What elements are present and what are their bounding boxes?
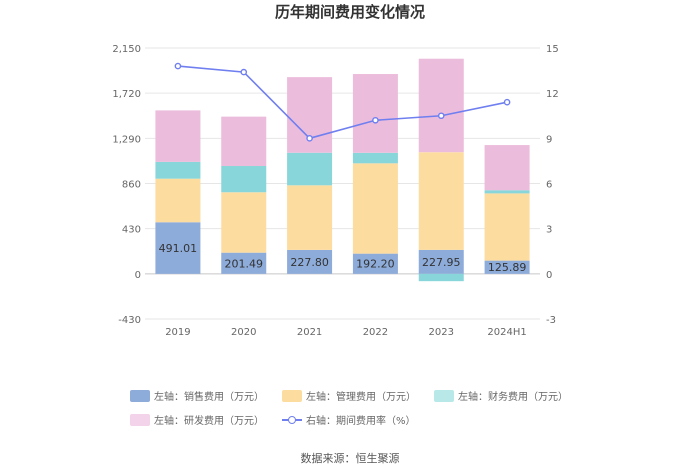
bar-admin[interactable] xyxy=(221,192,267,253)
grid xyxy=(145,47,540,320)
expense-rate-point[interactable] xyxy=(372,116,379,124)
left-tick-label: 860 xyxy=(122,180,141,191)
legend-item-rnd[interactable]: 左轴：研发费用（万元） xyxy=(130,412,264,427)
right-tick-label: -3 xyxy=(546,315,556,326)
right-axis: 15 12 9 6 3 0 -3 xyxy=(546,44,559,326)
left-tick-label: 1,290 xyxy=(112,134,141,145)
chart-title: 历年期间费用变化情况 xyxy=(275,3,425,21)
legend-swatch-admin xyxy=(282,389,302,402)
bar-admin[interactable] xyxy=(418,152,464,250)
legend-label-finance: 左轴：财务费用（万元） xyxy=(458,392,568,403)
legend-label-expense-rate: 右轴：期间费用率（%） xyxy=(306,416,416,427)
bar-sales[interactable] xyxy=(155,222,201,274)
bar-rnd[interactable] xyxy=(221,116,267,167)
expense-rate-point[interactable] xyxy=(306,135,313,142)
x-tick-label: 2022 xyxy=(363,327,388,338)
left-tick-label: 1,720 xyxy=(112,89,141,100)
legend-label-sales: 左轴：销售费用（万元） xyxy=(154,392,264,403)
bar-finance[interactable] xyxy=(484,190,530,194)
sales-value-label: 125.89 xyxy=(488,261,527,274)
bar-sales[interactable] xyxy=(221,252,267,274)
bar-finance[interactable] xyxy=(287,152,333,186)
expense-rate-point[interactable] xyxy=(437,112,445,120)
right-tick-label: 15 xyxy=(546,44,559,55)
bar-admin[interactable] xyxy=(484,193,530,261)
legend-swatch-rnd xyxy=(130,413,150,426)
right-tick-label: 3 xyxy=(546,225,552,236)
legend-swatch-finance xyxy=(434,389,454,402)
sales-value-label: 192.20 xyxy=(356,258,395,271)
bar-rnd[interactable] xyxy=(484,145,530,191)
x-tick-label: 2020 xyxy=(231,327,256,338)
expense-rate-line xyxy=(177,65,508,140)
right-tick-label: 6 xyxy=(546,180,552,191)
bar-sales[interactable] xyxy=(287,249,333,274)
left-tick-label: 430 xyxy=(122,225,141,236)
bar-finance[interactable] xyxy=(155,161,201,179)
expense-rate-point[interactable] xyxy=(240,68,248,76)
x-tick-label: 2021 xyxy=(297,327,322,338)
right-tick-label: 12 xyxy=(546,89,559,100)
legend-label-rnd: 左轴：研发费用（万元） xyxy=(154,416,264,427)
x-axis: 2019 2020 2021 2022 2023 2024H1 xyxy=(165,327,527,338)
x-tick-label: 2023 xyxy=(429,327,454,338)
bar-rnd[interactable] xyxy=(155,110,201,162)
bar-sales[interactable] xyxy=(484,260,530,274)
bar-finance[interactable] xyxy=(352,152,398,164)
legend-label-admin: 左轴：管理费用（万元） xyxy=(306,392,416,403)
sales-value-label: 227.80 xyxy=(290,256,329,269)
legend-swatch-sales xyxy=(130,389,150,402)
bar-rnd[interactable] xyxy=(418,58,464,153)
bar-sales[interactable] xyxy=(418,249,464,274)
bar-finance[interactable] xyxy=(221,166,267,193)
line-series xyxy=(174,62,511,142)
legend-item-expense-rate[interactable]: 右轴：期间费用率（%） xyxy=(282,412,416,427)
data-source: 数据来源：恒生聚源 xyxy=(300,452,400,465)
bar-admin[interactable] xyxy=(352,163,398,254)
left-axis: 2,150 1,720 1,290 860 430 0 -430 xyxy=(112,44,141,326)
sales-value-label: 491.01 xyxy=(159,242,198,255)
sales-value-label: 201.49 xyxy=(225,257,264,270)
left-tick-label: 0 xyxy=(135,270,141,281)
bar-sales[interactable] xyxy=(352,253,398,274)
bars xyxy=(155,58,530,282)
legend-item-sales[interactable]: 左轴：销售费用（万元） xyxy=(130,388,264,403)
legend-item-finance[interactable]: 左轴：财务费用（万元） xyxy=(434,388,568,403)
x-tick-label: 2024H1 xyxy=(487,327,526,338)
bar-finance[interactable] xyxy=(418,273,464,282)
bar-admin[interactable] xyxy=(287,185,333,250)
bar-rnd[interactable] xyxy=(352,74,398,153)
sales-value-label: 227.95 xyxy=(422,256,461,269)
left-tick-label: -430 xyxy=(118,315,141,326)
bar-admin[interactable] xyxy=(155,178,201,223)
x-tick-label: 2019 xyxy=(165,327,190,338)
left-tick-label: 2,150 xyxy=(112,44,141,55)
data-labels: 491.01 201.49 227.80 192.20 227.95 125.89 xyxy=(159,242,527,274)
expense-rate-point[interactable] xyxy=(174,62,182,70)
right-tick-label: 9 xyxy=(546,134,552,145)
legend-line-icon xyxy=(282,414,302,426)
expense-rate-point[interactable] xyxy=(503,98,511,106)
legend: 左轴：销售费用（万元） 左轴：管理费用（万元） 左轴：财务费用（万元） 左轴：研… xyxy=(130,388,570,436)
legend-item-admin[interactable]: 左轴：管理费用（万元） xyxy=(282,388,416,403)
right-tick-label: 0 xyxy=(546,270,552,281)
